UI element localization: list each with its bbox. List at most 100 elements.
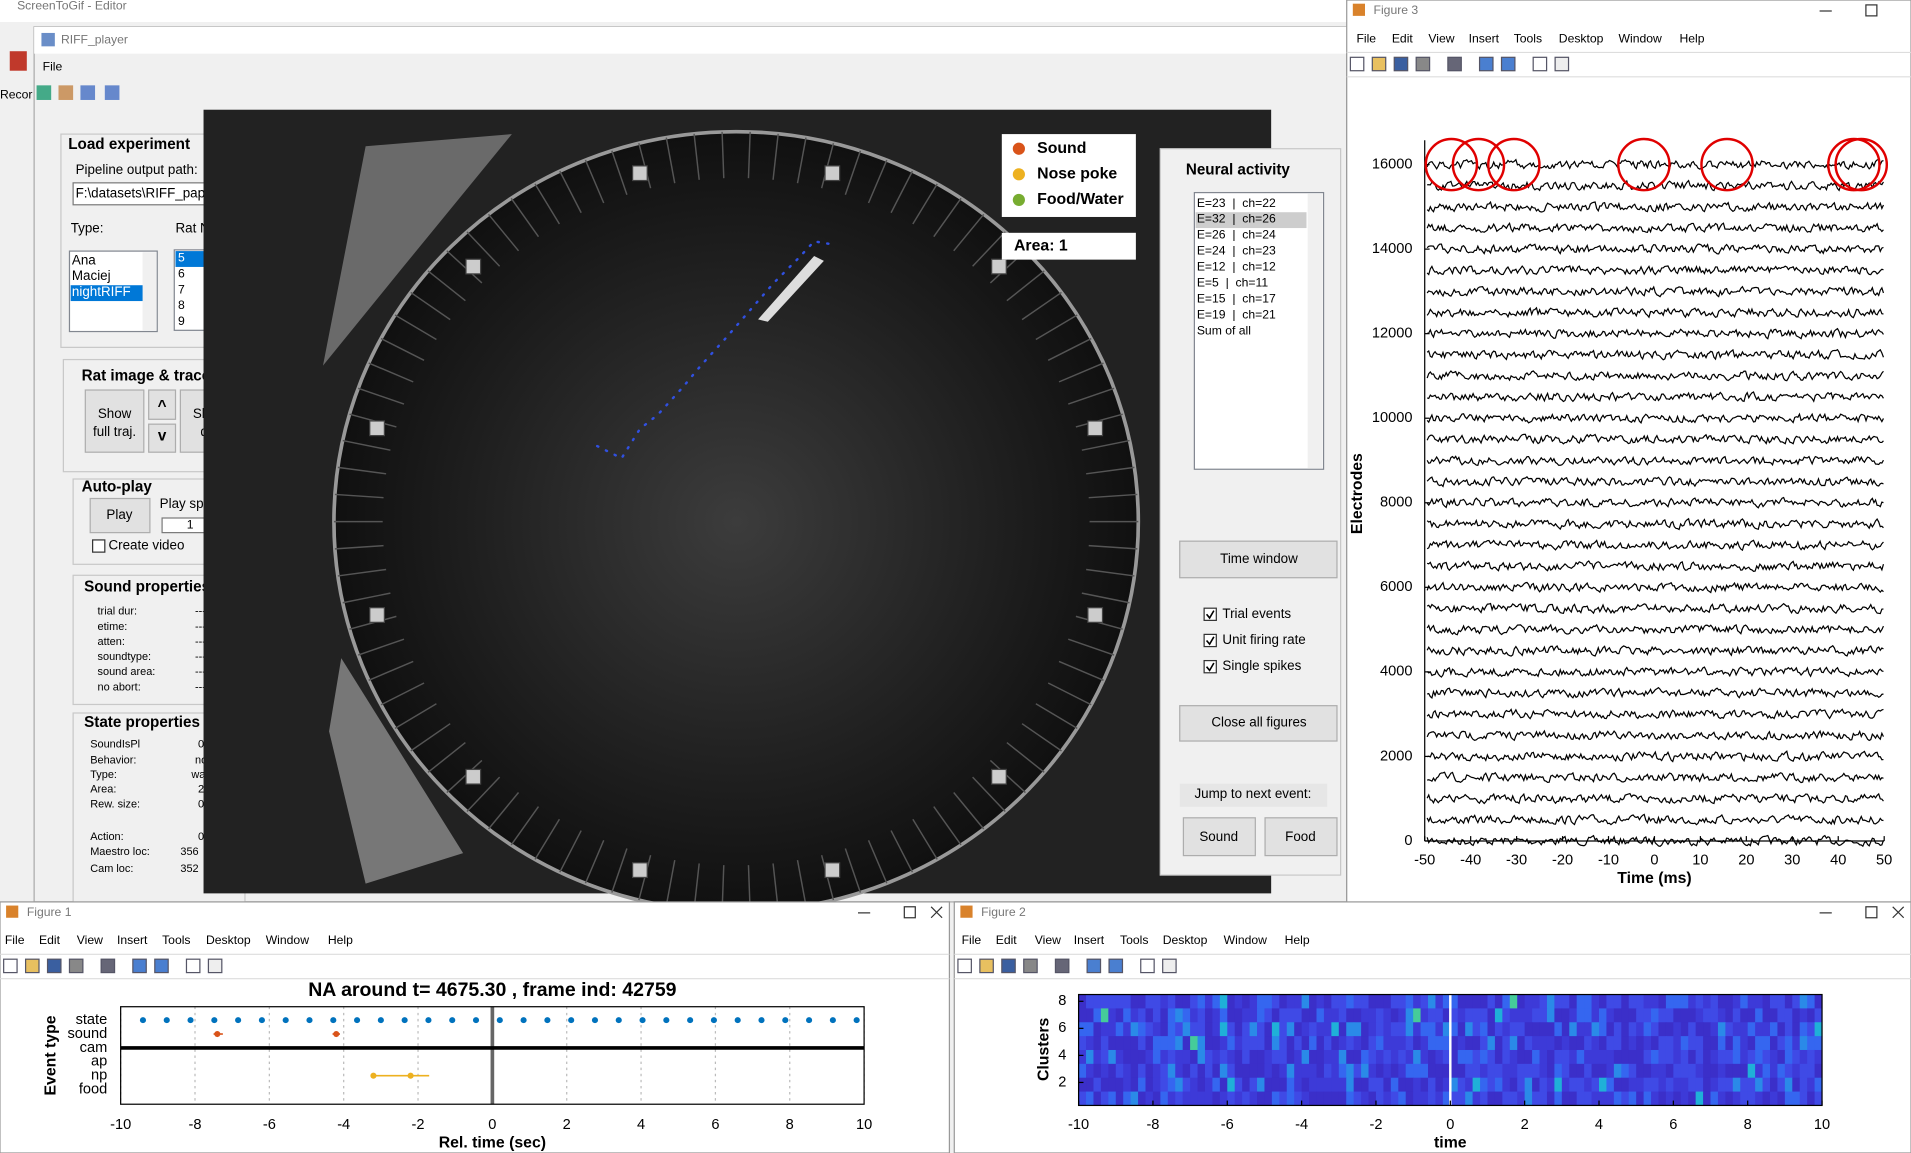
button[interactable] xyxy=(84,389,145,453)
tool-icon[interactable] xyxy=(1371,56,1387,72)
tool-icon[interactable] xyxy=(1447,56,1462,72)
tool-icon[interactable] xyxy=(1108,958,1124,974)
menu-item[interactable]: Tools xyxy=(1514,31,1542,45)
menu-item[interactable]: View xyxy=(77,933,103,947)
button[interactable] xyxy=(1182,817,1256,857)
tool-icon[interactable] xyxy=(36,85,52,100)
list-item[interactable]: E=15 | ch=17 xyxy=(1197,292,1276,306)
tool-icon[interactable] xyxy=(1001,958,1016,974)
list-item[interactable]: E=24 | ch=23 xyxy=(1197,244,1276,258)
list-item[interactable]: nightRIFF xyxy=(72,284,131,299)
tool-icon[interactable] xyxy=(1393,56,1409,72)
menu-item[interactable]: File xyxy=(962,933,982,947)
menu-item[interactable]: Window xyxy=(1224,933,1268,947)
tool-icon[interactable] xyxy=(1554,56,1570,72)
button-label[interactable]: Show xyxy=(98,406,132,421)
menu-item[interactable]: File xyxy=(43,59,63,73)
list-item[interactable]: Sum of all xyxy=(1197,324,1251,338)
tool-icon[interactable] xyxy=(104,85,120,100)
button-label[interactable]: Close all figures xyxy=(1211,714,1307,729)
list-item[interactable]: Ana xyxy=(72,252,96,267)
tool-icon[interactable] xyxy=(24,958,40,974)
list-item[interactable]: 6 xyxy=(178,266,185,280)
tool-icon[interactable] xyxy=(68,958,84,974)
list-item[interactable]: E=19 | ch=21 xyxy=(1197,308,1276,322)
tool-icon[interactable] xyxy=(132,958,147,974)
maximize-button[interactable] xyxy=(903,906,916,919)
menu-item[interactable]: File xyxy=(1356,31,1376,45)
menu-item[interactable]: Insert xyxy=(1469,31,1500,45)
list-item[interactable]: E=12 | ch=12 xyxy=(1197,260,1276,274)
button-label[interactable]: Food xyxy=(1285,829,1316,844)
checkbox[interactable] xyxy=(1203,633,1217,648)
list-item[interactable]: 5 xyxy=(178,251,185,265)
menu-item[interactable]: Edit xyxy=(1392,31,1414,45)
list-item[interactable]: E=32 | ch=26 xyxy=(1197,212,1276,226)
menu-item[interactable]: Desktop xyxy=(1559,31,1604,45)
tool-icon[interactable] xyxy=(1500,56,1516,72)
button[interactable] xyxy=(1179,705,1338,742)
checkbox[interactable] xyxy=(92,539,106,553)
menu-item[interactable]: Help xyxy=(1285,933,1310,947)
tool-icon[interactable] xyxy=(1478,56,1494,72)
button-label[interactable]: full traj. xyxy=(93,424,136,439)
tool-icon[interactable] xyxy=(154,958,169,974)
menu-item[interactable]: File xyxy=(5,933,25,947)
button-label[interactable]: Play xyxy=(106,507,132,522)
tool-icon[interactable] xyxy=(1532,56,1548,72)
listbox[interactable] xyxy=(1193,191,1325,470)
button[interactable] xyxy=(148,389,177,420)
tool-icon[interactable] xyxy=(100,958,116,974)
menu-item[interactable]: Edit xyxy=(996,933,1018,947)
tool-icon[interactable] xyxy=(1162,958,1177,974)
menu-item[interactable]: Desktop xyxy=(206,933,251,947)
button[interactable] xyxy=(148,423,177,453)
list-item[interactable]: E=23 | ch=22 xyxy=(1197,196,1276,210)
button-label[interactable]: ^ xyxy=(158,398,167,415)
tool-icon[interactable] xyxy=(979,958,994,974)
menu-item[interactable]: View xyxy=(1428,31,1454,45)
button[interactable] xyxy=(1264,817,1338,857)
tool-icon[interactable] xyxy=(1140,958,1155,974)
button[interactable] xyxy=(89,497,151,534)
list-item[interactable]: E=26 | ch=24 xyxy=(1197,228,1276,242)
menu-item[interactable]: Window xyxy=(1619,31,1663,45)
tool-icon[interactable] xyxy=(3,958,18,974)
menu-item[interactable]: Edit xyxy=(39,933,61,947)
button-label[interactable]: Time window xyxy=(1220,551,1298,566)
tool-icon[interactable] xyxy=(1054,958,1070,974)
menu-item[interactable]: Tools xyxy=(1120,933,1148,947)
menu-item[interactable]: Insert xyxy=(1074,933,1105,947)
tool-icon[interactable] xyxy=(58,85,74,100)
tool-icon[interactable] xyxy=(1415,56,1431,72)
tool-icon[interactable] xyxy=(1023,958,1038,974)
menu-item[interactable]: Desktop xyxy=(1163,933,1208,947)
menu-item[interactable]: Insert xyxy=(117,933,148,947)
maximize-button[interactable] xyxy=(1865,4,1878,17)
tool-icon[interactable] xyxy=(1349,56,1365,72)
list-item[interactable]: 7 xyxy=(178,282,185,296)
checkbox[interactable] xyxy=(1203,659,1217,674)
tool-icon[interactable] xyxy=(185,958,201,974)
list-item[interactable]: Maciej xyxy=(72,268,111,283)
tool-icon[interactable] xyxy=(207,958,223,974)
menu-item[interactable]: Window xyxy=(266,933,310,947)
tool-icon[interactable] xyxy=(1086,958,1102,974)
button-label[interactable]: Sound xyxy=(1199,829,1238,844)
list-item[interactable]: 9 xyxy=(178,314,185,328)
list-item[interactable]: E=5 | ch=11 xyxy=(1197,276,1269,290)
property-label: Behavior: xyxy=(90,754,136,766)
tool-icon[interactable] xyxy=(80,85,96,100)
button-label[interactable]: v xyxy=(158,427,167,444)
heatmap-cell xyxy=(1182,1049,1191,1065)
tool-icon[interactable] xyxy=(957,958,972,974)
button[interactable] xyxy=(1179,540,1338,579)
tool-icon[interactable] xyxy=(46,958,62,974)
menu-item[interactable]: Help xyxy=(1679,31,1704,45)
checkbox[interactable] xyxy=(1203,607,1217,621)
menu-item[interactable]: Help xyxy=(328,933,353,947)
menu-item[interactable]: Tools xyxy=(162,933,190,947)
menu-item[interactable]: View xyxy=(1035,933,1061,947)
list-item[interactable]: 8 xyxy=(178,298,185,312)
maximize-button[interactable] xyxy=(1865,906,1878,919)
